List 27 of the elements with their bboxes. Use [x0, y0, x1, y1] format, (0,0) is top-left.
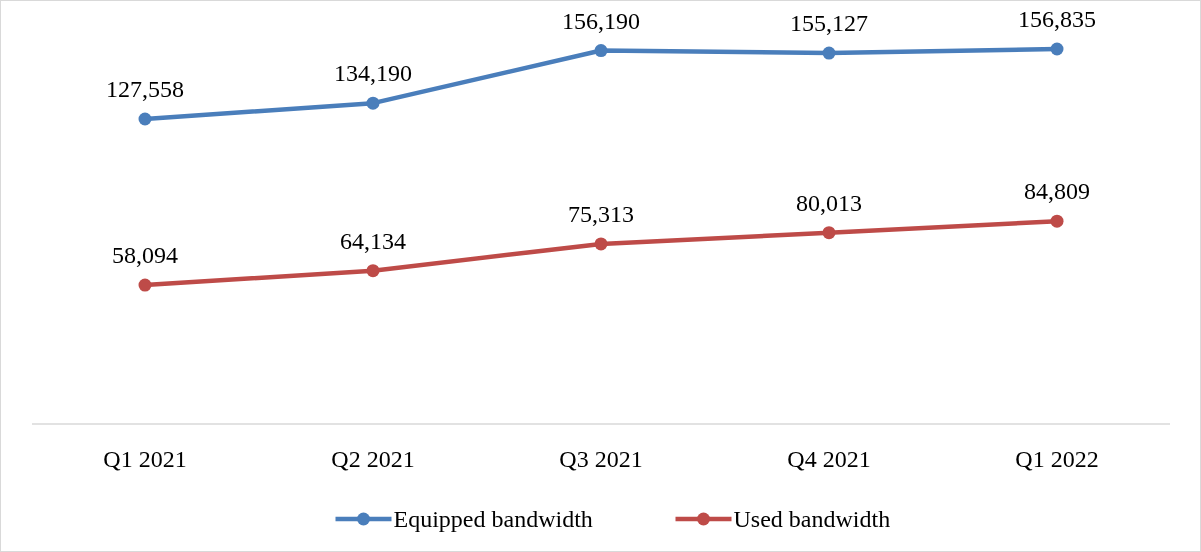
data-label: 156,190 — [562, 7, 640, 34]
point — [366, 264, 380, 278]
data-label: 84,809 — [1024, 178, 1090, 205]
data-label: 156,835 — [1018, 6, 1096, 32]
data-label: 127,558 — [106, 76, 184, 102]
point — [822, 46, 836, 60]
legend-label: Equipped bandwidth — [393, 506, 593, 532]
point — [1050, 42, 1064, 56]
x-tick-label: Q4 2021 — [787, 446, 871, 472]
x-tick-label: Q3 2021 — [559, 446, 643, 472]
point — [138, 278, 152, 292]
data-label: 64,134 — [340, 227, 406, 254]
point — [822, 226, 836, 240]
point — [366, 96, 380, 110]
data-label: 155,127 — [790, 10, 868, 37]
point — [138, 112, 152, 126]
point — [594, 44, 608, 58]
point — [1050, 214, 1064, 228]
legend-label: Used bandwidth — [733, 506, 891, 532]
x-tick-label: Q2 2021 — [331, 446, 415, 472]
data-label: 134,190 — [334, 60, 412, 87]
point — [594, 237, 608, 251]
data-label: 58,094 — [112, 242, 178, 269]
x-tick-label: Q1 2022 — [1015, 446, 1099, 472]
data-label: 75,313 — [568, 200, 634, 227]
x-tick-label: Q1 2021 — [103, 446, 187, 472]
data-label: 80,013 — [796, 189, 862, 216]
